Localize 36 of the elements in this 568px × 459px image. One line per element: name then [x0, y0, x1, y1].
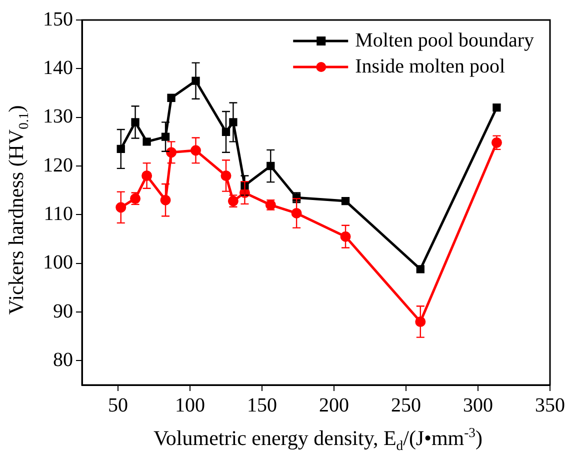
point — [341, 196, 350, 206]
point — [291, 208, 302, 218]
y-tick-label: 100 — [43, 252, 73, 274]
point — [415, 316, 426, 327]
legend-label: Molten pool boundary — [355, 29, 534, 52]
x-tick-label: 300 — [463, 394, 493, 416]
point — [116, 144, 125, 154]
point — [220, 170, 232, 181]
point — [142, 138, 151, 146]
point — [192, 76, 200, 85]
point — [492, 104, 501, 112]
x-tick-label: 200 — [319, 394, 349, 416]
x-tick-label: 150 — [247, 394, 277, 416]
y-tick-label: 130 — [43, 106, 73, 128]
point — [167, 94, 176, 102]
y-tick-label: 120 — [43, 154, 73, 176]
y-tick-label: 80 — [53, 348, 73, 371]
point — [116, 202, 126, 213]
point — [131, 118, 140, 126]
point — [222, 128, 230, 136]
legend-label: Inside molten pool — [355, 55, 506, 78]
point — [266, 162, 275, 170]
x-tick-label: 50 — [108, 394, 128, 416]
x-tick-label: 100 — [175, 394, 205, 416]
point — [340, 231, 351, 242]
y-tick-label: 110 — [44, 202, 73, 225]
x-tick-label: 250 — [391, 394, 421, 416]
y-tick-label: 150 — [43, 8, 73, 30]
point — [160, 194, 171, 206]
point — [416, 265, 424, 274]
y-tick-label: 140 — [43, 56, 73, 79]
point — [161, 132, 170, 141]
x-tick-label: 350 — [535, 394, 565, 416]
y-tick-label: 90 — [53, 300, 73, 322]
x-axis-title: Volumetric energy density, E$_{d}$/(J•mm$^{-3}$) — [152, 425, 484, 454]
point — [229, 118, 238, 126]
